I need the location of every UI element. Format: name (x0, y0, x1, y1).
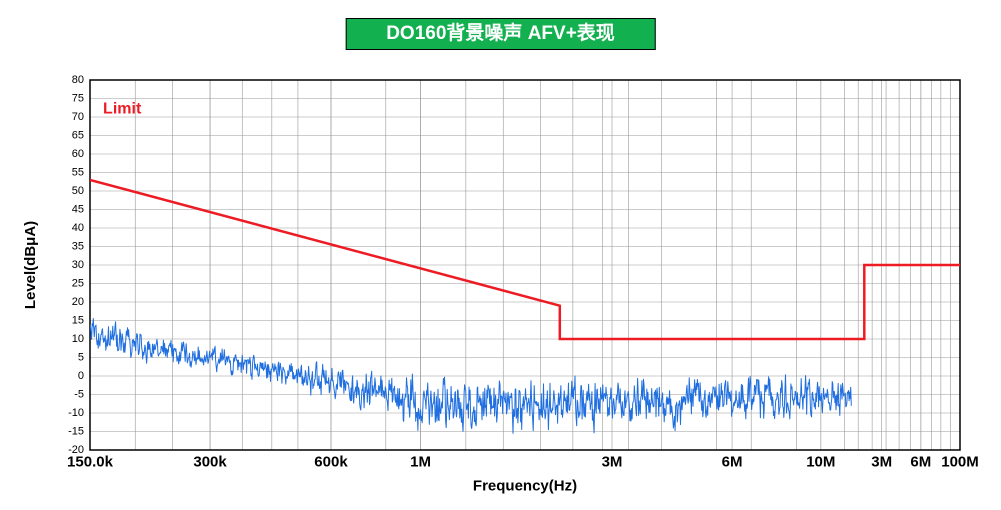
y-tick-label: -5 (74, 388, 84, 400)
y-tick-label: -15 (68, 425, 84, 437)
y-tick-label: 50 (72, 185, 84, 197)
x-tick-label: 600k (314, 453, 348, 470)
y-tick-label: 15 (72, 314, 84, 326)
y-tick-label: 35 (72, 240, 84, 252)
x-tick-label: 1M (410, 453, 431, 470)
x-tick-label: 3M (602, 453, 623, 470)
x-tick-label: 6M (910, 453, 931, 470)
x-axis-label: Frequency(Hz) (473, 477, 577, 494)
x-tick-label: 3M (871, 453, 892, 470)
x-tick-label: 150.0k (67, 453, 114, 470)
y-tick-label: 60 (72, 148, 84, 160)
y-tick-label: 70 (72, 111, 84, 123)
y-tick-label: 30 (72, 259, 84, 271)
chart-container: DO160背景噪声 AFV+表现 -20-15-10-5051015202530… (0, 0, 1001, 510)
limit-label: Limit (103, 100, 142, 117)
y-tick-label: 80 (72, 74, 84, 86)
y-tick-label: -10 (68, 407, 84, 419)
limit-line (90, 180, 960, 339)
x-tick-label: 10M (806, 453, 835, 470)
y-tick-label: 0 (78, 370, 84, 382)
x-tick-label: 300k (193, 453, 227, 470)
x-tick-label: 100M (941, 453, 979, 470)
y-tick-label: 75 (72, 92, 84, 104)
y-tick-label: 5 (78, 351, 84, 363)
y-tick-label: 40 (72, 222, 84, 234)
y-tick-label: 10 (72, 333, 84, 345)
y-tick-label: 45 (72, 203, 84, 215)
x-tick-label: 6M (722, 453, 743, 470)
y-tick-label: 65 (72, 129, 84, 141)
y-tick-label: 25 (72, 277, 84, 289)
y-tick-label: 20 (72, 296, 84, 308)
y-axis-label: Level(dBμA) (22, 221, 39, 309)
chart-svg: -20-15-10-505101520253035404550556065707… (0, 0, 1001, 510)
y-tick-label: 55 (72, 166, 84, 178)
